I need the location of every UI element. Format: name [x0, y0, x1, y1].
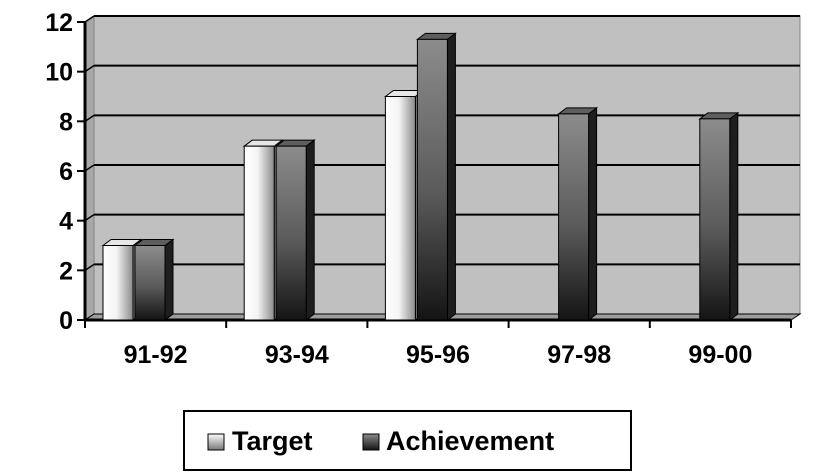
- x-tick-label: 99-00: [688, 341, 752, 369]
- bar-target-95-96: [384, 96, 416, 321]
- bar-achievement-91-92-side: [164, 238, 174, 321]
- bar-target-91-92: [102, 245, 134, 321]
- gridline-side: [84, 15, 95, 23]
- y-tick-label: 2: [59, 257, 73, 285]
- bar-achievement-91-92: [134, 245, 166, 321]
- legend-swatch-achievement: [362, 433, 380, 451]
- legend-box: [183, 410, 632, 471]
- bar-achievement-95-96-side: [446, 32, 456, 321]
- bar-achievement-97-98-side: [588, 106, 598, 321]
- legend-label-achievement: Achievement: [386, 426, 554, 456]
- bar-achievement-93-94: [275, 145, 307, 321]
- legend-swatch-target: [207, 433, 225, 451]
- bar-target-93-94: [243, 145, 275, 321]
- x-tick-label: 91-92: [124, 341, 188, 369]
- bar-achievement-95-96: [416, 38, 448, 321]
- y-tick-label: 10: [45, 59, 73, 87]
- y-axis: 0 2 4 6 8 10 12: [45, 9, 87, 335]
- bar-achievement-93-94-side: [305, 139, 315, 321]
- bar-achievement-99-00-side: [729, 111, 739, 321]
- legend: Target Achievement: [183, 410, 632, 471]
- y-tick-label: 4: [59, 208, 73, 236]
- bar-achievement-97-98: [558, 113, 590, 321]
- bars: [101, 32, 740, 321]
- x-tick-label: 93-94: [265, 341, 329, 369]
- y-tick-label: 0: [59, 307, 73, 335]
- y-tick-label: 12: [45, 9, 73, 37]
- legend-label-target: Target: [232, 426, 313, 456]
- bar-achievement-99-00: [699, 118, 731, 321]
- y-tick-label: 6: [59, 158, 73, 186]
- x-axis: 91-92 93-94 95-96 97-98 99-00: [84, 318, 792, 369]
- y-tick-label: 8: [59, 108, 73, 136]
- x-tick-label: 95-96: [406, 341, 470, 369]
- x-tick-label: 97-98: [547, 341, 611, 369]
